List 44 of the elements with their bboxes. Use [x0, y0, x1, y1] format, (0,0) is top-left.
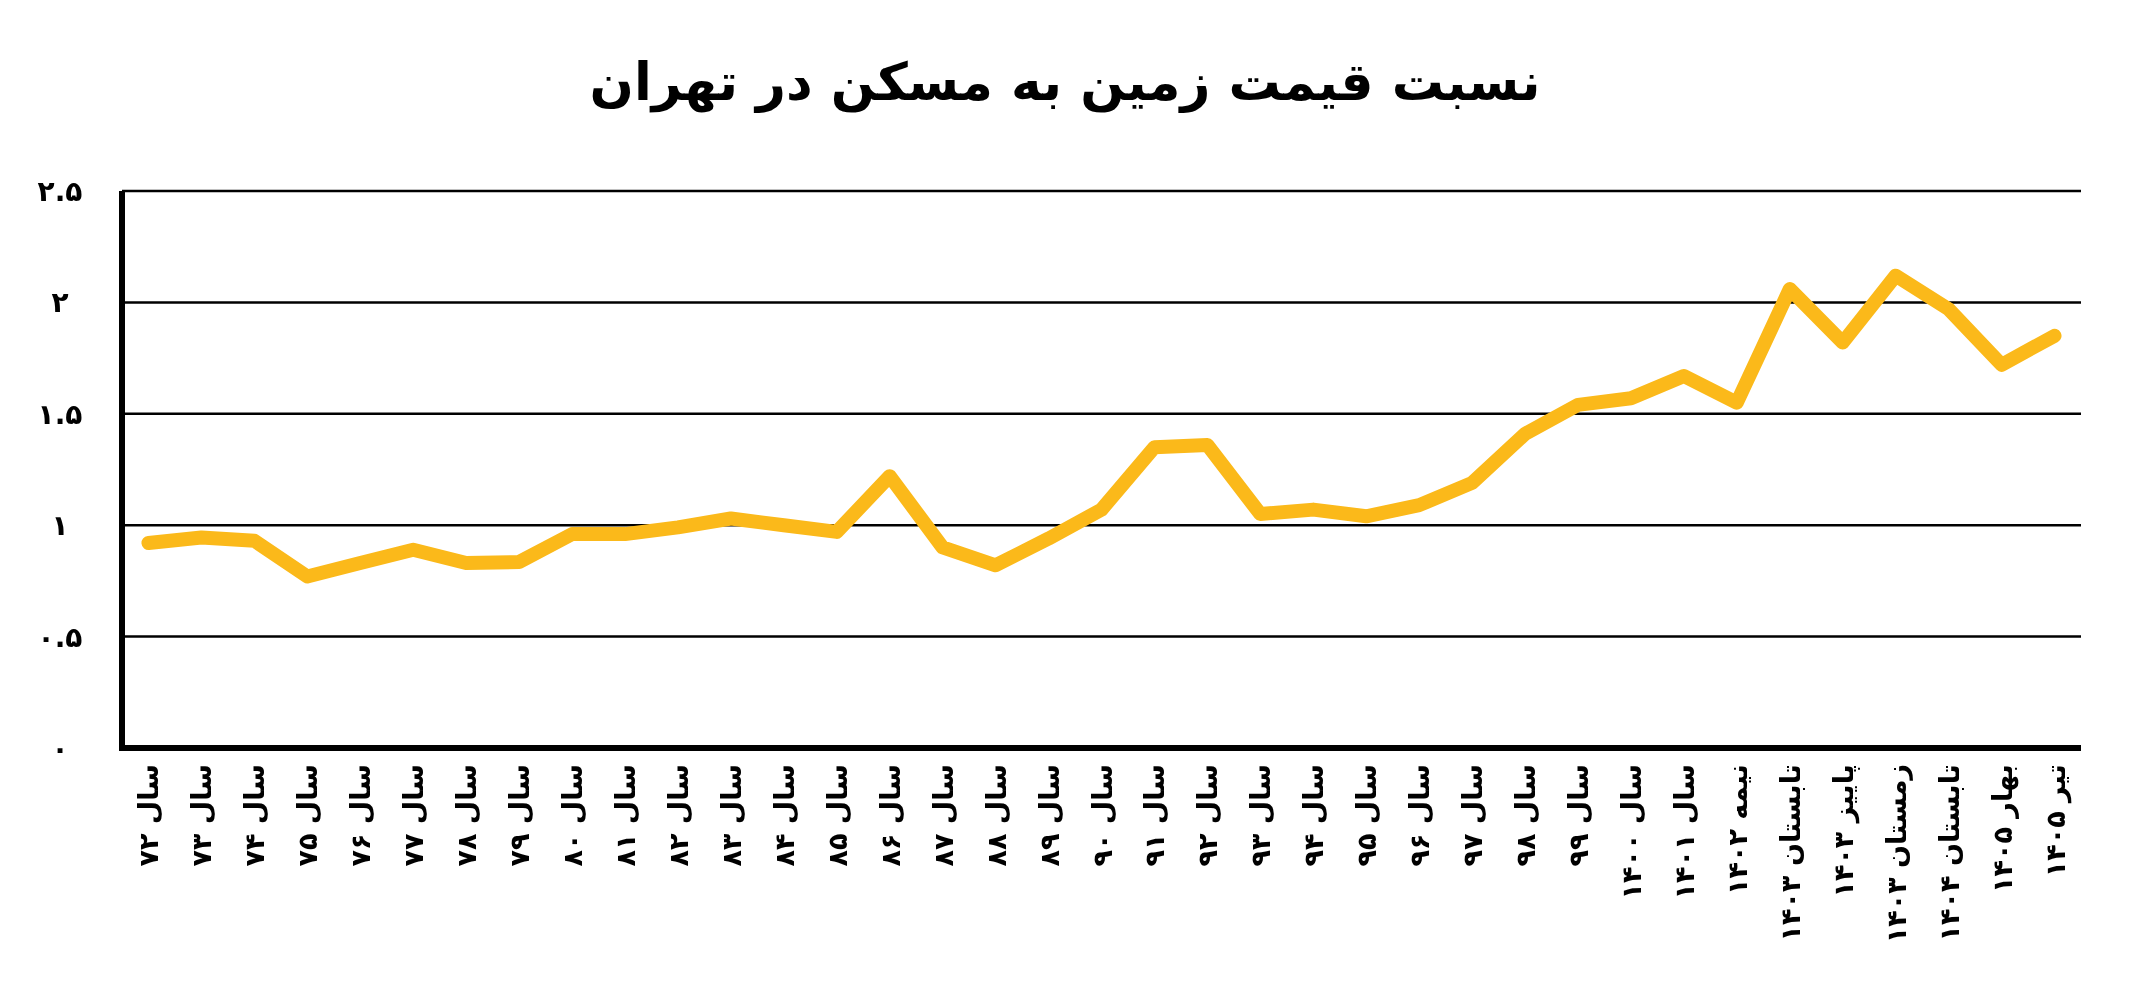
x-tick-label: سال ۷۶: [345, 764, 377, 867]
y-tick-label: ۲.۵: [37, 175, 83, 208]
y-tick-label: ۰.۵: [37, 620, 83, 654]
x-tick-label: سال ۹۲: [1192, 764, 1224, 867]
x-tick-label: سال ۷۸: [451, 764, 483, 867]
y-tick-label: ۰: [51, 732, 69, 765]
x-tick-label: سال ۱۴۰۰: [1615, 764, 1647, 900]
x-tick-label: سال ۸۳: [715, 764, 747, 867]
x-tick-label: سال ۷۷: [398, 764, 430, 867]
x-tick-label: سال ۸۵: [821, 764, 853, 867]
x-tick-label: سال ۷۲: [133, 764, 165, 867]
x-tick-label: سال ۹۷: [1457, 764, 1489, 867]
x-tick-label: سال ۷۵: [292, 764, 324, 867]
x-tick-label: تیر ۱۴۰۵: [2039, 764, 2072, 878]
x-tick-label: نیمه ۱۴۰۲: [1721, 764, 1753, 895]
x-tick-label: سال ۸۴: [768, 764, 800, 867]
y-tick-label: ۱.۵: [37, 397, 83, 431]
chart-title: نسبت قیمت زمین به مسکن در تهران: [589, 52, 1541, 113]
x-tick-label: سال ۸۷: [927, 764, 959, 867]
x-tick-label: سال ۷۴: [239, 764, 271, 867]
x-tick-label: سال ۹۹: [1563, 764, 1595, 867]
x-tick-label: سال ۹۱: [1139, 764, 1171, 867]
x-tick-label: سال ۸۹: [1033, 764, 1065, 867]
x-tick-label: سال ۹۵: [1351, 764, 1383, 867]
x-tick-label: سال ۸۰: [557, 764, 589, 867]
x-tick-label: پاییز ۱۴۰۳: [1827, 764, 1860, 898]
x-tick-label: سال ۷۳: [186, 764, 218, 867]
x-tick-label: سال ۷۹: [504, 764, 536, 867]
x-tick-label: سال ۸۸: [980, 764, 1012, 867]
y-tick-label: ۲: [51, 286, 69, 320]
x-tick-label: سال ۹۳: [1245, 764, 1277, 867]
y-tick-label: ۱: [51, 509, 69, 543]
x-tick-label: بهار ۱۴۰۵: [1986, 764, 2019, 893]
x-tick-label: سال ۸۱: [609, 764, 641, 867]
x-tick-label: سال ۹۸: [1510, 764, 1542, 867]
x-tick-label: تابستان ۱۴۰۳: [1774, 764, 1806, 942]
x-tick-label: سال ۸۲: [662, 764, 694, 867]
x-tick-label: زمستان ۱۴۰۳: [1880, 764, 1913, 944]
x-tick-label: سال ۹۶: [1404, 764, 1436, 867]
x-tick-label: سال ۹۴: [1298, 764, 1330, 867]
x-tick-label: سال ۹۰: [1086, 764, 1118, 867]
x-tick-label: سال ۱۴۰۱: [1668, 764, 1700, 900]
x-tick-label: تابستان ۱۴۰۴: [1933, 764, 1965, 942]
x-tick-label: سال ۸۶: [874, 764, 906, 867]
